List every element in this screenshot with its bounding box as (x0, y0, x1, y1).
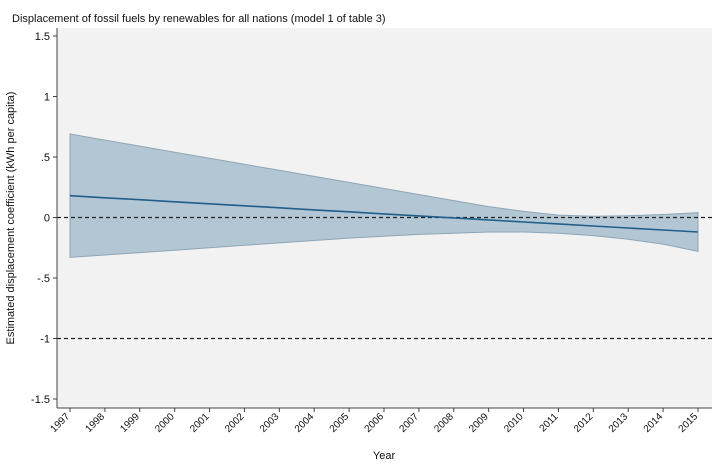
y-axis-label: Estimated displacement coefficient (kWh … (5, 92, 17, 345)
y-tick-label: 0 (44, 213, 50, 225)
x-tick-label: 2010 (502, 411, 526, 435)
x-tick-label: 2005 (328, 411, 352, 435)
x-tick-label: 2004 (293, 411, 317, 435)
x-tick-label: 1997 (49, 411, 73, 435)
x-tick-label: 2015 (677, 411, 701, 435)
y-tick-label: .5 (41, 152, 50, 164)
x-tick-label: 2003 (258, 411, 282, 435)
x-tick-label: 1999 (118, 411, 142, 435)
x-tick-label: 1998 (83, 411, 107, 435)
y-tick-label: -1 (40, 334, 50, 346)
x-tick-label: 2000 (153, 411, 177, 435)
x-tick-label: 2012 (572, 411, 596, 435)
x-tick-label: 2007 (397, 411, 421, 435)
confidence-band (69, 133, 699, 258)
x-tick-label: 2008 (432, 411, 456, 435)
y-tick-label: -.5 (37, 273, 50, 285)
chart-title: Displacement of fossil fuels by renewabl… (12, 13, 386, 25)
x-tick-label: 2006 (363, 411, 387, 435)
x-axis-label: Year (373, 450, 396, 462)
x-tick-label: 2013 (607, 411, 631, 435)
y-tick-label: 1.5 (35, 31, 50, 43)
estimate-line (69, 194, 699, 233)
y-tick-label: 1 (44, 92, 50, 104)
x-tick-label: 2001 (188, 411, 212, 435)
x-tick-label: 2014 (642, 411, 666, 435)
y-tick-label: -1.5 (31, 394, 50, 406)
x-tick-label: 2009 (467, 411, 491, 435)
x-tick-label: 2011 (538, 411, 561, 434)
x-tick-label: 2002 (223, 411, 247, 435)
